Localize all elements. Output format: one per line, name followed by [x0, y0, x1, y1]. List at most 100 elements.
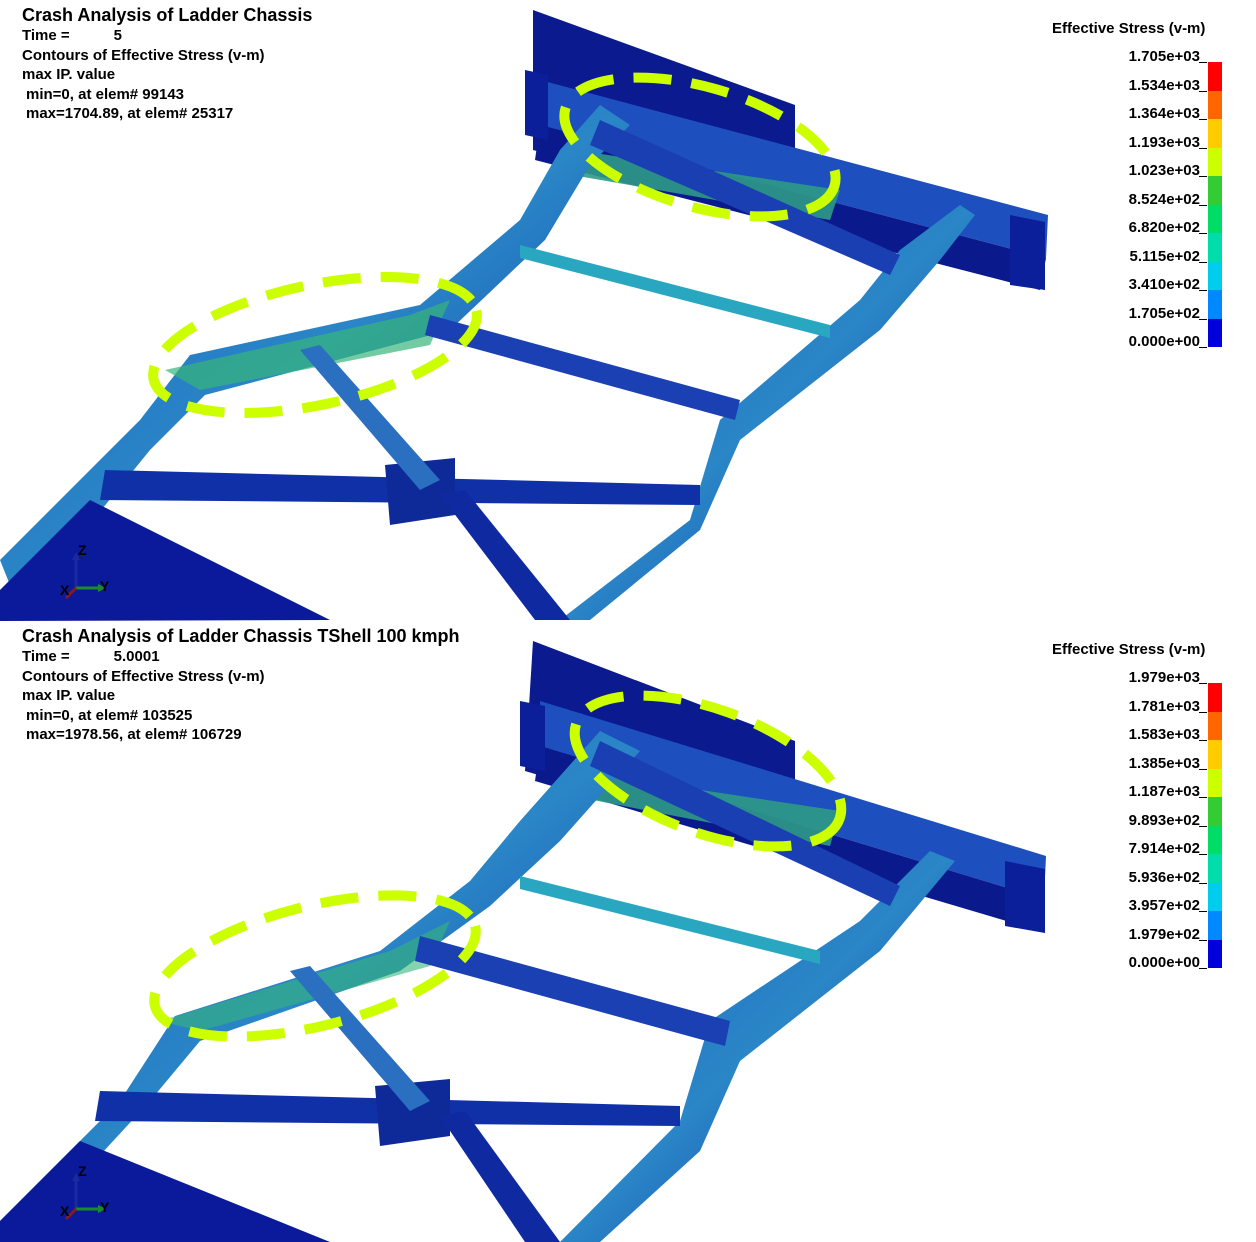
- cross-member: [520, 245, 830, 338]
- legend-tick: [1199, 740, 1207, 741]
- max-ip-label: max IP. value: [22, 687, 116, 704]
- front-cross-beam: [540, 80, 1048, 258]
- legend-title: Effective Stress (v-m): [1052, 641, 1206, 658]
- legend-value: 0.000e+00: [1128, 333, 1200, 350]
- legend-swatch: [1208, 825, 1222, 854]
- cross-member: [590, 741, 900, 906]
- result-panel-top: Crash Analysis of Ladder Chassis Time = 5…: [0, 4, 1222, 621]
- legend-value: 1.781e+03: [1128, 697, 1200, 715]
- axis-z-label: Z: [78, 1163, 87, 1179]
- axis-triad: Z X Y: [52, 540, 122, 610]
- legend-tick: [1199, 261, 1207, 263]
- legend-swatch: [1208, 318, 1222, 347]
- cross-member: [520, 876, 820, 964]
- max-text: max=1704.89, at elem# 25317: [26, 105, 234, 122]
- legend-swatch: [1208, 854, 1222, 883]
- max-text: max=1978.56, at elem# 106729: [26, 726, 242, 743]
- axis-triad: Z X Y: [52, 1161, 122, 1231]
- contour-label: Contours of Effective Stress (v-m): [22, 667, 265, 685]
- legend-value: 3.410e+02: [1128, 276, 1200, 293]
- time-value: 5: [113, 27, 123, 44]
- legend-value: 1.385e+03: [1128, 754, 1200, 772]
- legend-tick: [1199, 318, 1207, 320]
- legend-swatch: [1208, 90, 1222, 119]
- legend-swatch: [1208, 204, 1222, 233]
- legend-value: 3.957e+02: [1128, 897, 1200, 914]
- legend-value: 0.000e+00: [1128, 954, 1200, 971]
- cross-member: [425, 315, 740, 420]
- legend-tick: [1199, 797, 1207, 798]
- right-rail: [560, 205, 975, 620]
- legend-color-bar: [1208, 62, 1222, 347]
- legend-tick: [1199, 911, 1207, 912]
- legend-swatch: [1208, 797, 1222, 826]
- legend-tick: [1199, 90, 1207, 92]
- plot-title: Crash Analysis of Ladder Chassis: [22, 5, 313, 25]
- axis-y-label: Y: [100, 578, 110, 594]
- legend-value: 6.820e+02: [1128, 219, 1200, 236]
- legend-swatch: [1208, 882, 1222, 911]
- legend-value: 1.583e+03: [1128, 726, 1200, 743]
- legend-tick: [1199, 683, 1207, 684]
- legend-tick: [1199, 62, 1207, 63]
- legend-swatch: [1208, 261, 1222, 290]
- legend-value: 1.979e+03: [1128, 669, 1200, 686]
- legend-value: 1.023e+03: [1128, 162, 1200, 179]
- legend-swatch: [1208, 911, 1222, 940]
- legend-swatch: [1208, 147, 1222, 176]
- chassis-render-top: [0, 10, 1048, 621]
- axis-y-label: Y: [100, 1199, 110, 1215]
- time-line: Time = 5: [22, 26, 312, 46]
- legend-value: 1.364e+03: [1128, 105, 1200, 122]
- legend-value: 9.893e+02: [1128, 811, 1200, 829]
- axis-x-label: X: [60, 1203, 70, 1219]
- legend-swatch: [1208, 683, 1222, 712]
- legend-swatch: [1208, 711, 1222, 740]
- highlight-ellipse: [569, 690, 847, 852]
- legend-color-bar: [1208, 683, 1222, 968]
- result-header: Crash Analysis of Ladder Chassis Time = 5…: [22, 4, 312, 124]
- legend-tick: [1199, 854, 1207, 855]
- legend-title: Effective Stress (v-m): [1052, 20, 1206, 37]
- highlight-ellipse: [148, 272, 482, 418]
- center-node: [385, 458, 455, 525]
- highlight-ellipse: [559, 72, 841, 222]
- legend-value: 1.193e+03: [1128, 133, 1200, 151]
- legend-tick: [1199, 825, 1207, 827]
- legend-value: 1.705e+03: [1128, 48, 1200, 65]
- legend-swatch: [1208, 176, 1222, 205]
- time-value: 5.0001: [113, 648, 160, 665]
- legend-tick: [1199, 204, 1207, 206]
- center-node: [375, 1079, 450, 1146]
- legend-tick: [1199, 711, 1207, 713]
- legend-swatch: [1208, 119, 1222, 148]
- legend-swatch: [1208, 290, 1222, 319]
- axis-z-label: Z: [78, 542, 87, 558]
- legend-value: 8.524e+02: [1128, 190, 1200, 208]
- legend-value: 1.534e+03: [1128, 76, 1200, 94]
- axis-triad-icon: [64, 1173, 106, 1221]
- time-label: Time =: [22, 27, 70, 44]
- legend-swatch: [1208, 939, 1222, 968]
- right-rail: [560, 851, 955, 1242]
- time-label: Time =: [22, 648, 70, 665]
- legend-tick: [1199, 939, 1207, 941]
- cross-member: [415, 936, 730, 1046]
- result-panel-bottom: Crash Analysis of Ladder Chassis TShell …: [0, 621, 1256, 1242]
- legend-swatch: [1208, 740, 1222, 769]
- front-cross-beam: [540, 701, 1046, 899]
- legend-tick: [1199, 968, 1207, 969]
- highlight-ellipse: [149, 890, 481, 1042]
- legend-tick: [1199, 347, 1207, 348]
- legend-tick: [1199, 233, 1207, 234]
- legend-value: 7.914e+02: [1128, 840, 1200, 857]
- legend-tick: [1199, 119, 1207, 120]
- legend-value: 1.705e+02: [1128, 304, 1200, 322]
- legend-value: 5.115e+02: [1129, 247, 1201, 265]
- min-text: min=0, at elem# 99143: [26, 85, 185, 103]
- min-text: min=0, at elem# 103525: [26, 706, 193, 724]
- legend-swatch: [1208, 768, 1222, 797]
- legend-tick: [1199, 290, 1207, 291]
- legend-swatch: [1208, 233, 1222, 262]
- axis-x-label: X: [60, 582, 70, 598]
